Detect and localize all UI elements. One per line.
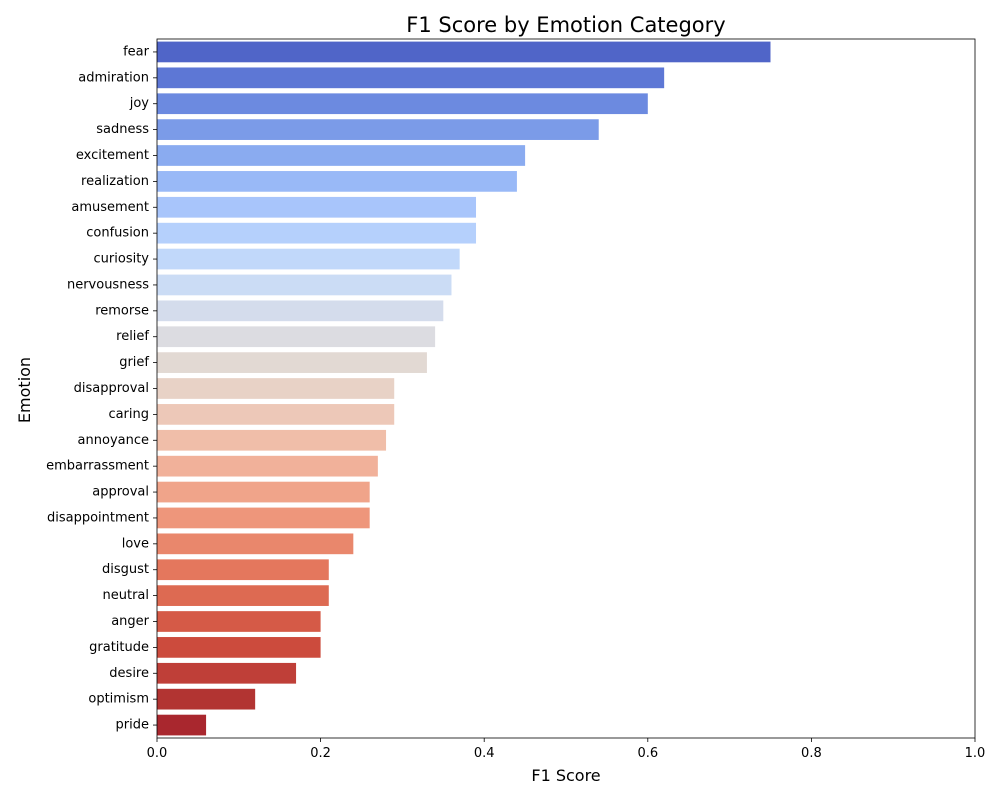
y-tick-label: pride <box>116 718 149 733</box>
bar-disapproval <box>157 378 395 399</box>
x-tick-label: 0.6 <box>637 746 658 761</box>
chart-title: F1 Score by Emotion Category <box>406 13 725 37</box>
y-tick-label: relief <box>116 329 149 344</box>
y-tick-label: fear <box>123 44 150 59</box>
y-tick-label: joy <box>129 96 150 111</box>
bar-caring <box>157 404 395 425</box>
y-tick-label: desire <box>109 666 149 681</box>
x-tick-label: 0.4 <box>474 746 495 761</box>
bar-admiration <box>157 67 665 89</box>
y-tick-label: neutral <box>103 588 150 603</box>
x-tick-label: 0.8 <box>801 746 822 761</box>
bar-fear <box>157 41 771 63</box>
y-tick-label: nervousness <box>67 277 149 292</box>
bar-gratitude <box>157 637 321 658</box>
y-tick-label: disappointment <box>47 510 149 525</box>
y-tick-label: optimism <box>88 692 149 707</box>
x-tick-label: 1.0 <box>965 746 986 761</box>
bar-optimism <box>157 688 256 710</box>
bar-pride <box>157 714 207 736</box>
y-tick-label: annoyance <box>78 433 149 448</box>
y-tick-label: admiration <box>78 70 149 85</box>
bars-group <box>157 41 771 736</box>
bar-annoyance <box>157 429 387 451</box>
x-tick-label: 0.2 <box>310 746 331 761</box>
y-tick-label: confusion <box>86 226 149 241</box>
y-tick-label: sadness <box>96 122 149 137</box>
bar-grief <box>157 352 427 373</box>
y-tick-label: excitement <box>76 148 149 163</box>
y-tick-label: approval <box>92 485 149 500</box>
bar-disgust <box>157 559 329 581</box>
bar-joy <box>157 93 648 115</box>
y-tick-label: anger <box>111 614 149 629</box>
y-tick-label: curiosity <box>94 252 150 267</box>
bar-love <box>157 533 354 555</box>
bar-realization <box>157 171 517 192</box>
y-tick-label: remorse <box>95 303 149 318</box>
bar-desire <box>157 662 297 684</box>
bar-relief <box>157 326 436 348</box>
bar-embarrassment <box>157 455 378 477</box>
bar-amusement <box>157 196 477 218</box>
bar-nervousness <box>157 274 452 296</box>
bar-confusion <box>157 222 477 244</box>
bar-excitement <box>157 145 526 166</box>
bar-disappointment <box>157 507 370 529</box>
bar-neutral <box>157 585 329 606</box>
bar-sadness <box>157 119 599 140</box>
plot-frame <box>156 38 976 739</box>
y-tick-label: love <box>122 536 149 551</box>
bar-approval <box>157 481 370 503</box>
y-tick-label: embarrassment <box>46 459 149 474</box>
bar-anger <box>157 611 321 632</box>
y-tick-label: caring <box>108 407 149 422</box>
y-axis-ticks: fear admiration joy sadness excitement realiz… <box>46 44 157 733</box>
x-axis-label: F1 Score <box>531 766 600 785</box>
y-axis-label: Emotion <box>15 357 34 423</box>
y-tick-label: disapproval <box>74 381 149 396</box>
x-tick-label: 0.0 <box>147 746 168 761</box>
y-tick-label: disgust <box>102 562 149 577</box>
x-axis-ticks: 0.0 0.2 0.4 0.6 0.8 1.0 <box>147 738 986 761</box>
y-tick-label: amusement <box>71 200 149 215</box>
y-tick-label: grief <box>119 355 149 370</box>
y-tick-label: gratitude <box>89 640 149 655</box>
bar-curiosity <box>157 248 460 270</box>
y-tick-label: realization <box>81 174 149 189</box>
bar-remorse <box>157 300 444 322</box>
